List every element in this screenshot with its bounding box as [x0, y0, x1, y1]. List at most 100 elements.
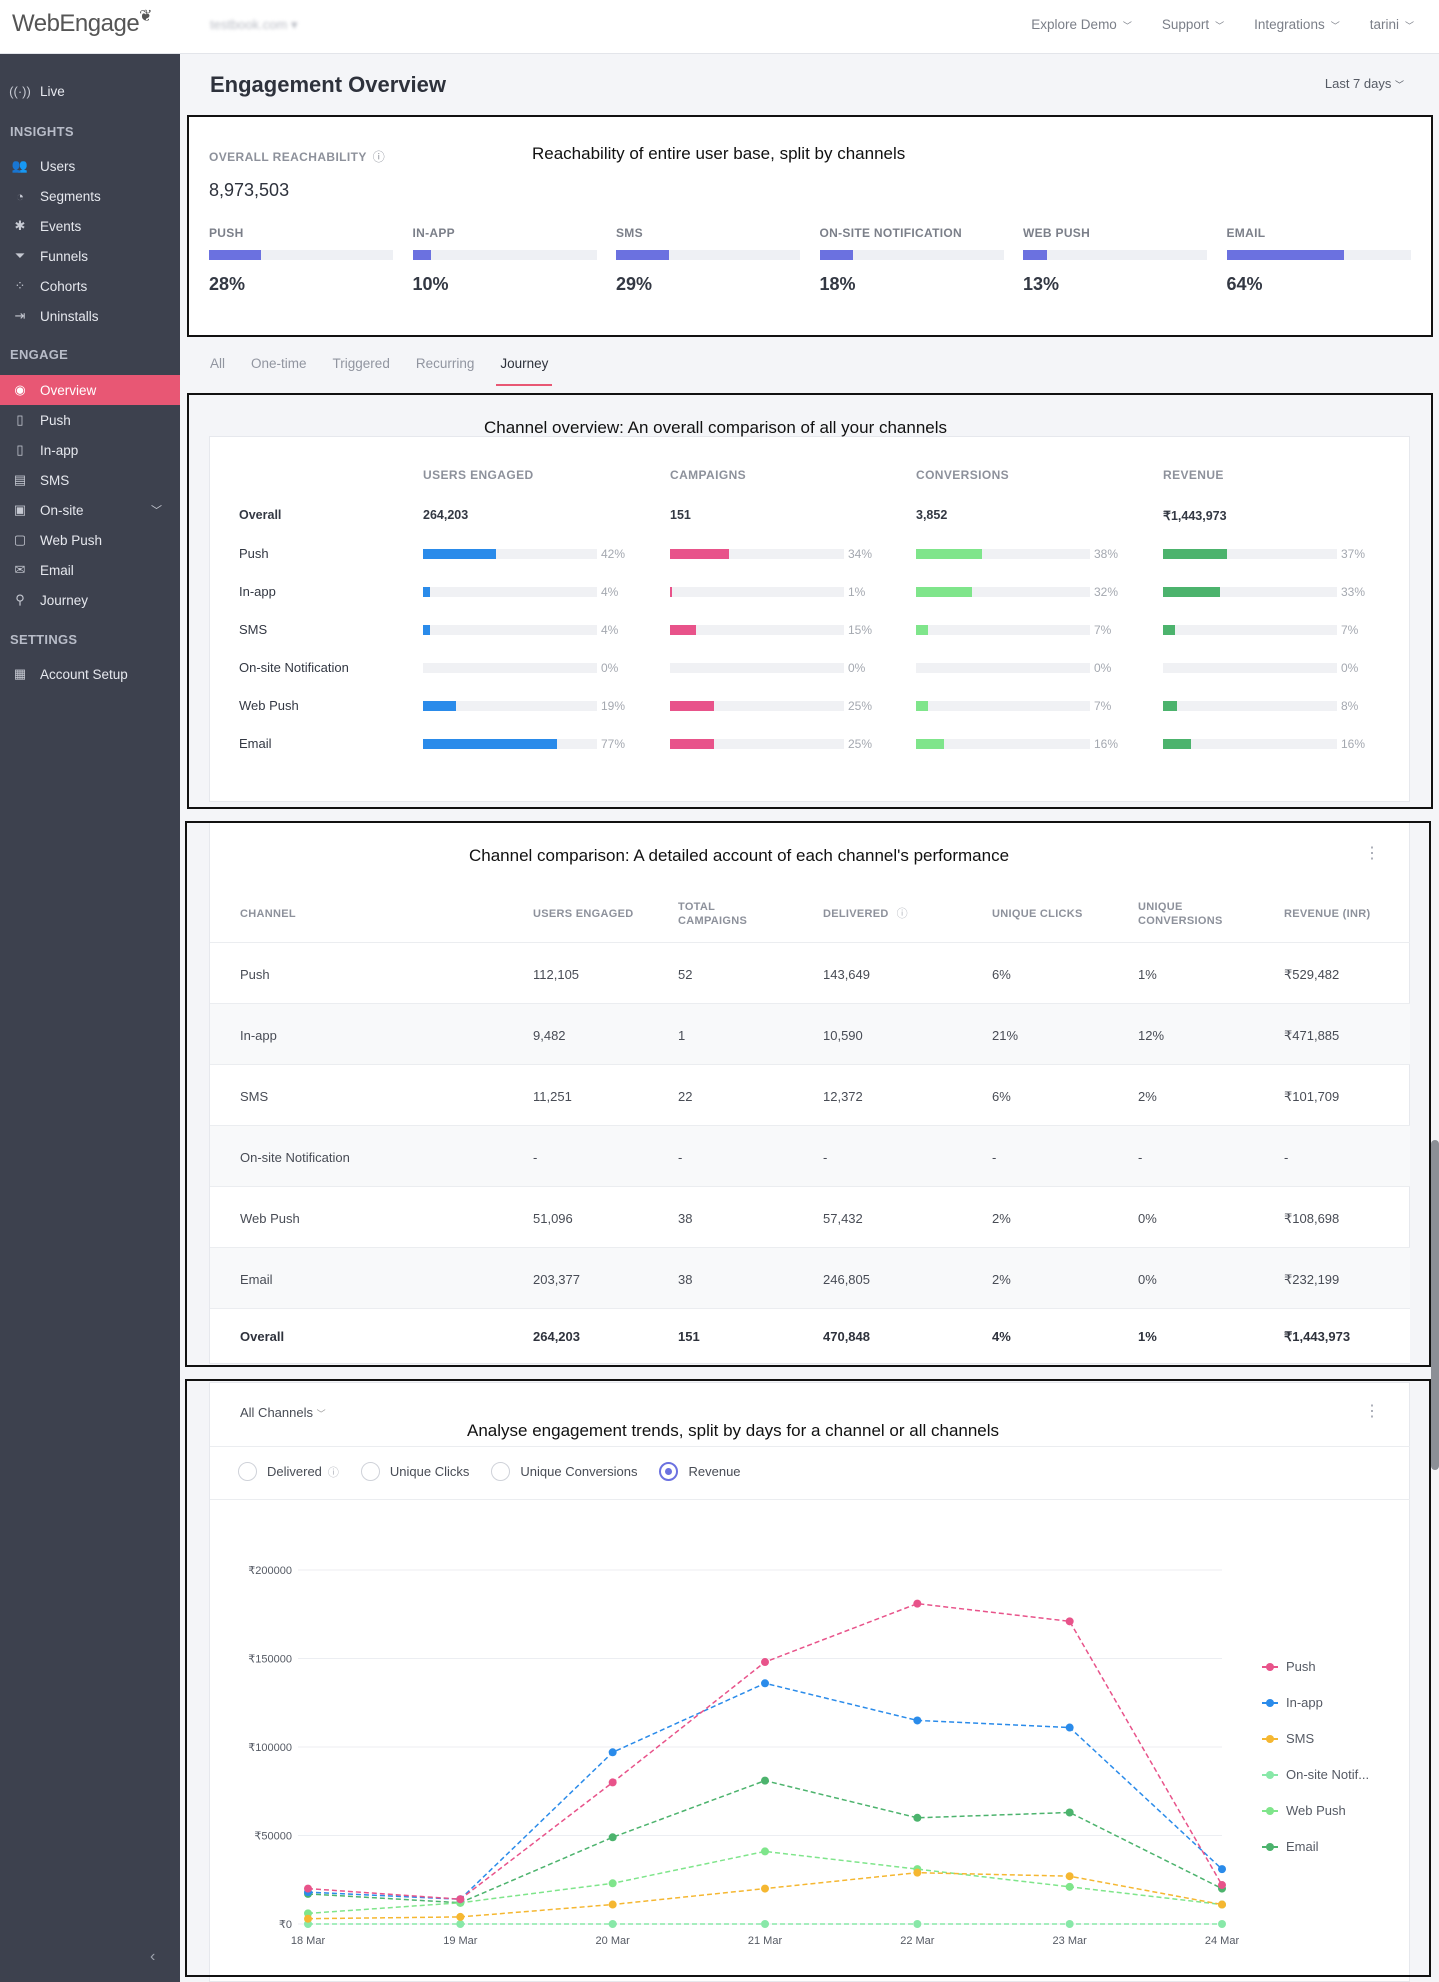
reach-channel-name: ON-SITE NOTIFICATION — [819, 226, 962, 240]
sidebar-item-push[interactable]: ▯ Push — [0, 405, 180, 435]
table-row[interactable]: Web Push 51,096 38 57,432 2% 0% ₹108,698 — [210, 1186, 1410, 1247]
data-point[interactable] — [1218, 1865, 1226, 1874]
support-menu[interactable]: Support ﹀ — [1161, 17, 1225, 32]
data-point[interactable] — [1065, 1808, 1074, 1817]
data-point[interactable] — [913, 1868, 922, 1877]
more-options-icon[interactable]: ⋮ — [1364, 845, 1380, 862]
legend-item[interactable]: Email — [1262, 1839, 1319, 1854]
user-menu[interactable]: tarini ﹀ — [1369, 17, 1414, 32]
sidebar-item-users[interactable]: 👥 Users — [0, 151, 180, 181]
sidebar-item-overview[interactable]: ◉ Overview — [0, 375, 180, 405]
tab-triggered[interactable]: Triggered — [332, 356, 390, 371]
data-point[interactable] — [1065, 1882, 1074, 1891]
table-row[interactable]: In-app 9,482 1 10,590 21% 12% ₹471,885 — [210, 1003, 1410, 1064]
data-point[interactable] — [608, 1900, 617, 1909]
explore-demo-menu[interactable]: Explore Demo ﹀ — [1031, 17, 1132, 32]
data-point[interactable] — [1065, 1872, 1074, 1881]
sidebar-item-account-setup[interactable]: ▦ Account Setup — [0, 659, 180, 689]
eye-icon: ◉ — [14, 382, 26, 397]
sidebar-item-sms[interactable]: ▤ SMS — [0, 465, 180, 495]
data-point[interactable] — [761, 1658, 769, 1667]
project-selector[interactable]: testbook.com ▾ — [210, 17, 298, 32]
chevron-down-icon[interactable]: ﹀ — [151, 505, 162, 517]
table-row[interactable]: On-site Notification - - - - - - — [210, 1125, 1410, 1186]
webengage-logo[interactable]: WebEngage❦ — [12, 8, 153, 37]
page-scrollbar[interactable] — [1431, 1140, 1439, 1470]
metric-unique-conversions[interactable]: Unique Conversions — [491, 1462, 637, 1481]
tab-all[interactable]: All — [210, 356, 226, 371]
legend-item[interactable]: On-site Notif... — [1262, 1767, 1369, 1782]
tab-journey[interactable]: Journey — [496, 356, 553, 386]
more-options-icon[interactable]: ⋮ — [1364, 1403, 1380, 1420]
data-point[interactable] — [1065, 1617, 1074, 1626]
sidebar-item-web-push[interactable]: ▢ Web Push — [0, 525, 180, 555]
data-point[interactable] — [1065, 1920, 1074, 1928]
data-point[interactable] — [1218, 1900, 1226, 1909]
reach-bar — [412, 250, 597, 260]
data-point[interactable] — [608, 1748, 617, 1757]
sidebar-item-uninstalls[interactable]: ⇥ Uninstalls — [0, 301, 180, 331]
table-row[interactable]: Email 203,377 38 246,805 2% 0% ₹232,199 — [210, 1247, 1410, 1308]
data-point[interactable] — [608, 1833, 617, 1842]
data-point[interactable] — [1218, 1881, 1226, 1890]
data-point[interactable] — [913, 1599, 922, 1608]
sidebar-item-events[interactable]: ✱ Events — [0, 211, 180, 241]
legend-item[interactable]: SMS — [1262, 1731, 1314, 1746]
x-tick-label: 18 Mar — [291, 1935, 326, 1947]
metric-delivered[interactable]: Delivered ⓘ — [238, 1462, 339, 1481]
data-point[interactable] — [304, 1884, 312, 1893]
sidebar-item-segments[interactable]: ◔ Segments — [0, 181, 180, 211]
table-cell: 470,848 — [823, 1329, 870, 1344]
data-point[interactable] — [913, 1716, 922, 1725]
data-point[interactable] — [608, 1879, 617, 1888]
data-point[interactable] — [608, 1920, 617, 1928]
data-point[interactable] — [608, 1778, 617, 1787]
overview-pct: 25% — [848, 699, 873, 713]
data-point[interactable] — [913, 1920, 922, 1928]
table-row-total: Overall 264,203 151 470,848 4% 1% ₹1,443,973 — [210, 1308, 1410, 1363]
data-point[interactable] — [456, 1912, 465, 1921]
data-point[interactable] — [761, 1847, 769, 1856]
sidebar-item-live[interactable]: ((·)) Live — [0, 76, 180, 106]
info-icon[interactable]: ⓘ — [327, 1466, 339, 1479]
data-point[interactable] — [456, 1920, 465, 1928]
data-point[interactable] — [1218, 1920, 1226, 1928]
overview-bar — [423, 625, 597, 635]
metric-unique-clicks[interactable]: Unique Clicks — [360, 1462, 469, 1481]
legend-item[interactable]: In-app — [1262, 1695, 1323, 1710]
data-point[interactable] — [761, 1920, 769, 1928]
data-point[interactable] — [761, 1884, 769, 1893]
overview-pct: 0% — [1341, 661, 1359, 675]
channel-filter-dropdown[interactable]: All Channels ﹀ — [240, 1405, 326, 1420]
sidebar-item-cohorts[interactable]: ⁘ Cohorts — [0, 271, 180, 301]
info-icon[interactable]: ⓘ — [896, 908, 908, 920]
metric-revenue[interactable]: Revenue — [659, 1462, 741, 1481]
info-icon[interactable]: ⓘ — [372, 150, 386, 164]
funnel-icon: ⏷ — [14, 248, 26, 263]
data-point[interactable] — [304, 1914, 312, 1923]
sidebar-item-in-app[interactable]: ▯ In-app — [0, 435, 180, 465]
integrations-menu[interactable]: Integrations ﹀ — [1254, 17, 1340, 32]
collapse-sidebar-icon[interactable]: ‹ — [150, 1948, 156, 1965]
overview-row-name: Email — [239, 736, 272, 751]
tab-one-time[interactable]: One-time — [251, 356, 307, 371]
sidebar-item-email[interactable]: ✉ Email — [0, 555, 180, 585]
sidebar-item-on-site[interactable]: ▣ On-site ﹀ — [0, 495, 180, 525]
table-row[interactable]: Push 112,105 52 143,649 6% 1% ₹529,482 — [210, 942, 1410, 1003]
data-point[interactable] — [1065, 1723, 1074, 1732]
data-point[interactable] — [761, 1679, 769, 1688]
date-range-selector[interactable]: Last 7 days ﹀ — [1324, 76, 1404, 91]
table-cell: - — [1138, 1150, 1143, 1165]
sidebar-item-funnels[interactable]: ⏷ Funnels — [0, 241, 180, 271]
legend-item[interactable]: Push — [1262, 1659, 1316, 1674]
sidebar-item-label: SMS — [40, 472, 70, 488]
data-point[interactable] — [761, 1776, 769, 1785]
data-point[interactable] — [456, 1895, 465, 1904]
data-point[interactable] — [913, 1813, 922, 1822]
tab-recurring[interactable]: Recurring — [415, 356, 475, 371]
reach-bar-fill — [616, 250, 670, 260]
sidebar-item-journey[interactable]: ⚲ Journey — [0, 585, 180, 615]
overview-pct: 7% — [1341, 623, 1359, 637]
table-row[interactable]: SMS 11,251 22 12,372 6% 2% ₹101,709 — [210, 1064, 1410, 1125]
legend-item[interactable]: Web Push — [1262, 1803, 1346, 1818]
